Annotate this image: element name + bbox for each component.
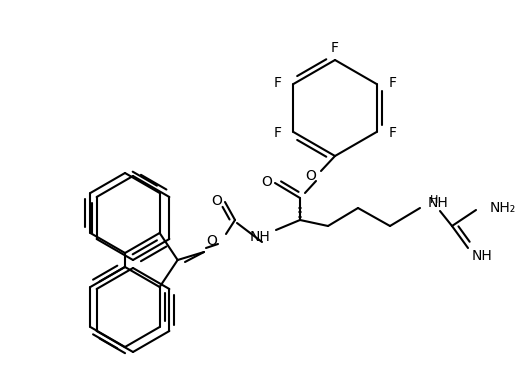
Text: F: F [389,76,397,90]
Text: F: F [274,126,281,140]
Text: O: O [261,175,272,189]
Text: NH: NH [249,230,270,244]
Text: NH: NH [472,249,493,263]
Text: F: F [274,76,281,90]
Text: F: F [331,41,339,55]
Text: O: O [212,194,222,208]
Text: O: O [206,234,217,248]
Text: NH: NH [428,196,449,210]
Text: NH₂: NH₂ [490,201,516,215]
Text: F: F [389,126,397,140]
Text: H: H [430,195,439,205]
Text: O: O [305,169,316,183]
